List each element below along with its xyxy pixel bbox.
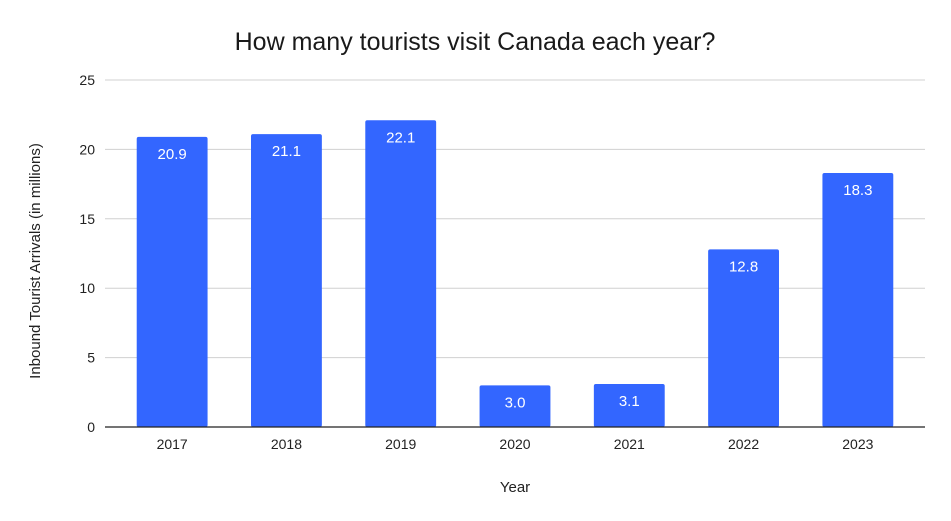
x-axis-ticks: 2017 2018 2019 2020 2021 2022 2023: [157, 436, 874, 452]
bars: [136, 120, 894, 427]
x-tick-label: 2018: [271, 436, 302, 452]
bar-2018: [251, 134, 322, 427]
data-label-2018: 21.1: [272, 143, 301, 160]
y-tick-label: 25: [79, 72, 95, 88]
data-label-2021: 3.1: [619, 393, 640, 410]
bar-2019: [365, 120, 437, 427]
data-label-2019: 22.1: [386, 129, 415, 146]
y-tick-label: 10: [79, 280, 95, 296]
bar-2017: [136, 136, 208, 427]
data-label-2017: 20.9: [158, 146, 187, 163]
gridlines: [105, 79, 925, 359]
bar-2023: [822, 172, 894, 427]
x-tick-label: 2021: [614, 436, 645, 452]
chart-title: How many tourists visit Canada each year…: [235, 28, 716, 56]
bar-2021: [593, 383, 665, 427]
x-tick-label: 2020: [499, 436, 530, 452]
x-tick-label: 2017: [157, 436, 188, 452]
x-axis-title: Year: [500, 479, 530, 496]
data-label-2022: 12.8: [729, 258, 758, 275]
data-labels: 20.9 21.1 22.1 3.0 3.1 12.8 18.3: [158, 129, 873, 411]
y-tick-label: 15: [79, 211, 95, 227]
data-label-2023: 18.3: [843, 182, 872, 199]
y-axis-ticks: 0 5 10 15 20 25: [79, 72, 95, 435]
y-tick-label: 5: [87, 350, 95, 366]
x-tick-label: 2023: [842, 436, 873, 452]
y-axis-title: Inbound Tourist Arrivals (in millions): [27, 143, 44, 379]
bar-2022: [708, 249, 779, 427]
x-tick-label: 2019: [385, 436, 416, 452]
x-tick-label: 2022: [728, 436, 759, 452]
bar-2020: [479, 385, 551, 427]
y-tick-label: 0: [87, 419, 95, 435]
data-label-2020: 3.0: [505, 394, 526, 411]
y-tick-label: 20: [79, 141, 95, 157]
